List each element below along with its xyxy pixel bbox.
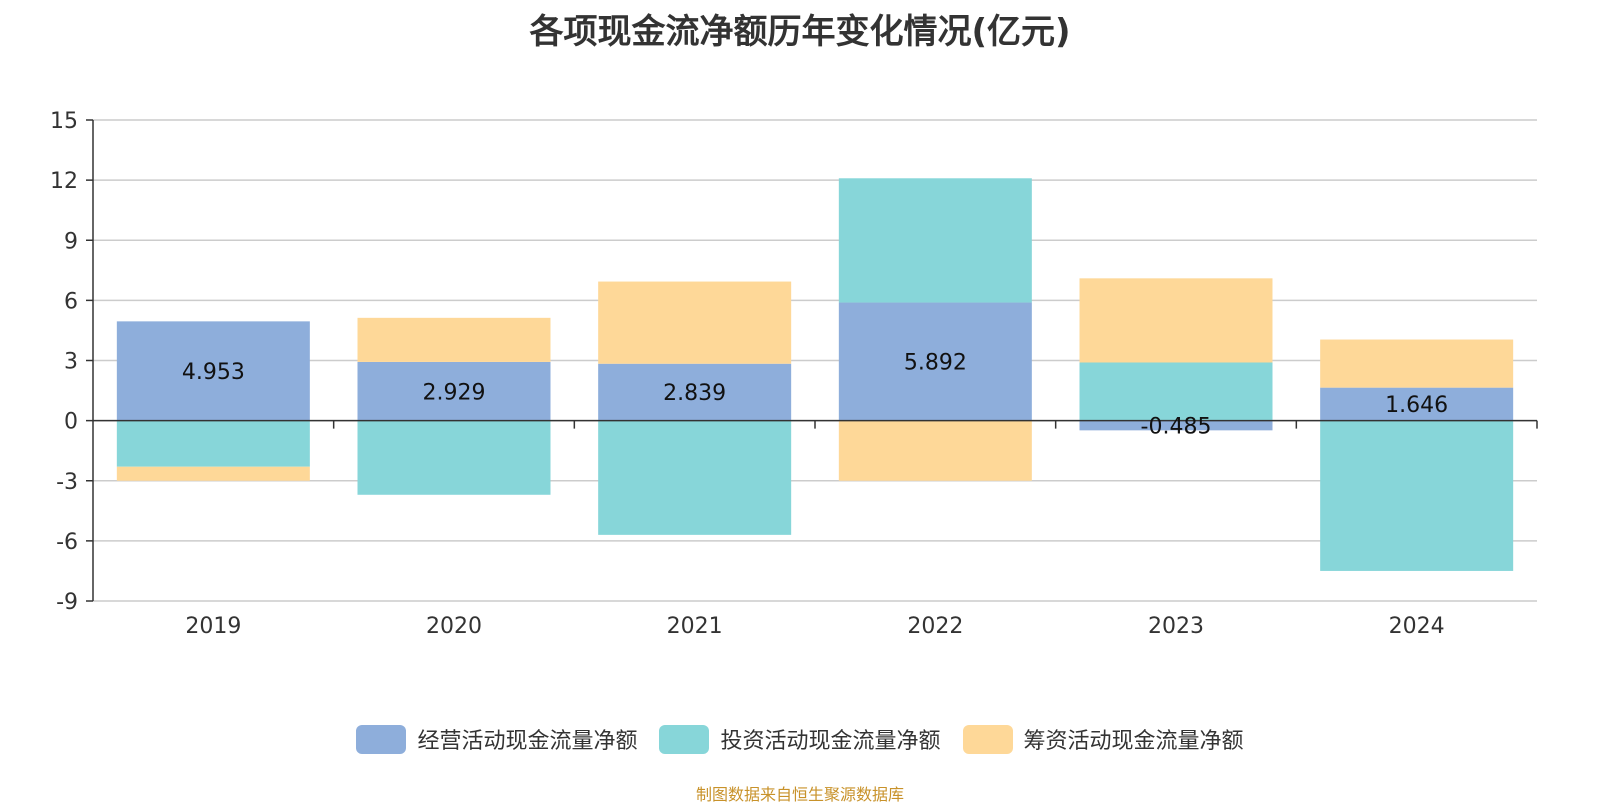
bar-financing-2023[interactable]: [1079, 278, 1273, 363]
bar-operating-2024[interactable]: [1320, 387, 1514, 421]
legend-label-investing: 投资活动现金流量净额: [720, 729, 941, 754]
bar-investing-2019[interactable]: [116, 420, 310, 467]
legend-item-operating[interactable]: 经营活动现金流量净额: [356, 723, 637, 755]
bar-operating-2019[interactable]: [116, 321, 310, 421]
x-tick-label-2023: 2023: [1148, 614, 1204, 639]
bar-operating-2021[interactable]: [598, 363, 792, 421]
y-tick-label: 0: [64, 410, 78, 435]
bar-investing-2021[interactable]: [598, 420, 792, 535]
y-tick-label: -6: [56, 530, 78, 555]
y-tick-label: 15: [50, 109, 78, 134]
x-tick-label-2022: 2022: [907, 614, 963, 639]
legend-swatch-financing: [962, 724, 1013, 754]
y-tick-label: 6: [64, 289, 78, 314]
data-label-operating-2023: -0.485: [1141, 414, 1212, 439]
data-source-note: 制图数据来自恒生聚源数据库: [695, 785, 904, 804]
bar-financing-2019[interactable]: [116, 466, 310, 481]
data-label-operating-2019: 4.953: [182, 360, 245, 385]
y-tick-label: 9: [64, 229, 78, 254]
bar-financing-2020[interactable]: [357, 317, 551, 362]
x-tick-label-2019: 2019: [185, 614, 241, 639]
bar-investing-2024[interactable]: [1320, 420, 1514, 571]
legend-label-operating: 经营活动现金流量净额: [417, 729, 638, 754]
y-tick-label: 12: [50, 169, 78, 194]
bar-operating-2020[interactable]: [357, 361, 551, 421]
data-label-operating-2020: 2.929: [423, 380, 486, 405]
y-tick-label: -9: [56, 590, 78, 615]
legend-item-financing[interactable]: 筹资活动现金流量净额: [962, 723, 1244, 755]
x-tick-label-2021: 2021: [667, 614, 723, 639]
legend-swatch-operating: [356, 724, 407, 754]
stacked-bar-chart: 15 12 9 6 3 0 -3 -6 -9 2019 2020 2021 2022 2023 2024 4.…: [50, 109, 1538, 639]
chart-title: 各项现金流净额历年变化情况(亿元): [529, 12, 1071, 52]
y-tick-label: 3: [64, 350, 78, 375]
legend: 经营活动现金流量净额 投资活动现金流量净额 筹资活动现金流量净额: [0, 721, 1600, 757]
legend-label-financing: 筹资活动现金流量净额: [1023, 729, 1244, 754]
x-tick-label-2020: 2020: [426, 614, 482, 639]
bar-financing-2024[interactable]: [1320, 339, 1514, 388]
bar-financing-2021[interactable]: [598, 281, 792, 364]
bar-investing-2023[interactable]: [1079, 362, 1273, 421]
bar-operating-2022[interactable]: [838, 302, 1032, 421]
y-tick-label: -3: [56, 470, 78, 495]
legend-swatch-investing: [659, 724, 710, 754]
legend-item-investing[interactable]: 投资活动现金流量净额: [659, 723, 941, 755]
bar-operating-2023[interactable]: [1079, 420, 1273, 431]
bar-financing-2022[interactable]: [838, 420, 1032, 481]
x-tick-label-2024: 2024: [1389, 614, 1445, 639]
bar-investing-2020[interactable]: [357, 420, 551, 495]
data-label-operating-2024: 1.646: [1385, 393, 1448, 418]
data-label-operating-2021: 2.839: [663, 381, 726, 406]
data-label-operating-2022: 5.892: [904, 351, 967, 376]
bar-investing-2022[interactable]: [838, 178, 1032, 303]
